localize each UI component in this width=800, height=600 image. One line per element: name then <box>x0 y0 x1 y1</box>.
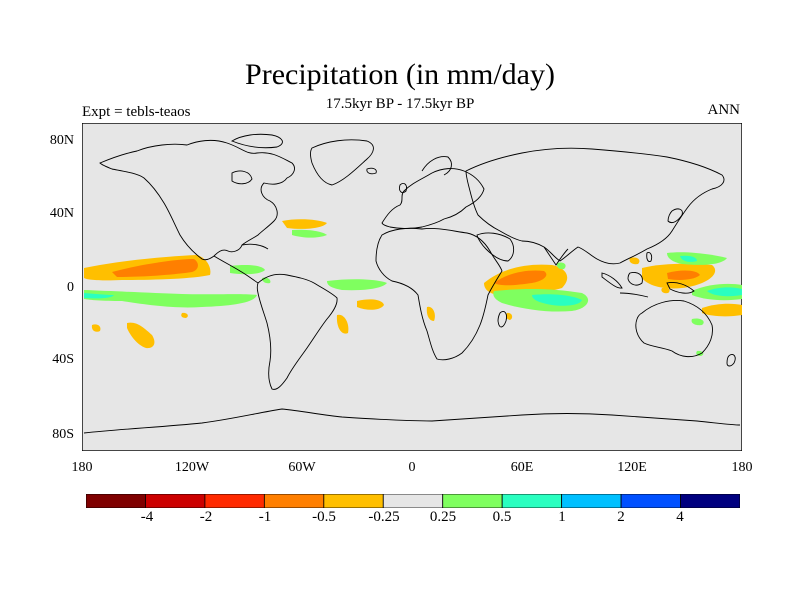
anomaly-atlantic-green-n <box>292 229 327 238</box>
experiment-label: Expt = tebls-teaos <box>82 104 191 120</box>
colorbar-swatch <box>561 494 622 508</box>
anomaly-bob-green <box>556 262 566 270</box>
coast-japan <box>667 208 683 224</box>
coast-south-america <box>256 273 338 390</box>
colorbar-swatch <box>204 494 265 508</box>
lat-tick-label: 80N <box>49 133 74 148</box>
coast-asia <box>465 147 725 265</box>
coast-arctic-islands <box>230 133 283 149</box>
colorbar-swatch <box>382 494 444 508</box>
anomaly-s-atlantic-orange-1 <box>357 299 384 310</box>
colorbar-label: -0.5 <box>312 509 336 525</box>
coast-africa <box>375 227 503 361</box>
anomaly-caribbean-green <box>230 265 265 275</box>
anomaly-s-atlantic-orange-2 <box>336 314 349 334</box>
season-label: ANN <box>707 102 741 118</box>
coast-india <box>543 246 569 266</box>
plot-subtitle: 17.5kyr BP - 17.5kyr BP <box>325 96 475 112</box>
anomaly-spcz-green <box>691 318 704 326</box>
colorbar-swatch <box>680 494 740 508</box>
map-frame <box>82 123 742 451</box>
colorbar <box>86 494 740 508</box>
anomaly-madagascar-orange <box>506 312 513 320</box>
colorbar-label: 4 <box>676 509 684 525</box>
anomaly-sp-orange-2 <box>91 324 101 332</box>
colorbar-label: -2 <box>199 509 213 525</box>
anomaly-sp-orange-1 <box>127 322 155 349</box>
anomaly-indian-red <box>494 270 547 286</box>
anomaly-wp-cyan-e <box>707 287 742 297</box>
colorbar-label: 2 <box>617 509 625 525</box>
coast-new-guinea <box>666 282 695 294</box>
coast-philippines <box>646 252 653 262</box>
colorbar-swatch <box>501 494 563 508</box>
lat-tick-label: 40S <box>52 352 74 367</box>
colorbar-label: 0.5 <box>492 509 512 525</box>
coast-java <box>619 292 649 298</box>
anomaly-wp-green-n <box>667 252 727 265</box>
coast-iceland <box>366 167 377 175</box>
coast-new-zealand <box>726 354 736 367</box>
coast-australia <box>635 300 713 358</box>
anomaly-trop-atlantic-green <box>327 279 387 291</box>
anomaly-south-pacific-cyan <box>84 293 114 299</box>
colorbar-swatch <box>86 494 146 508</box>
anomaly-south-pacific-green <box>84 290 257 308</box>
anomaly-philippine-orange <box>629 257 640 265</box>
lon-tick-label: 180 <box>71 460 93 475</box>
anomaly-wp-red <box>667 270 700 280</box>
coast-scandinavia <box>421 156 452 176</box>
anomaly-spcz-orange <box>702 303 742 317</box>
lon-tick-label: 120W <box>174 460 210 475</box>
lon-tick-label: 180 <box>731 460 753 475</box>
lat-tick-label: 40N <box>49 206 74 221</box>
colorbar-label: -4 <box>140 509 154 525</box>
colorbar-swatch <box>323 494 384 508</box>
coast-arabia <box>476 232 515 262</box>
anomaly-s-africa-orange <box>426 306 435 321</box>
coast-sumatra <box>601 272 623 289</box>
world-map <box>82 123 742 451</box>
lat-tick-label: 80S <box>52 427 74 442</box>
coast-hudson-bay <box>231 170 253 185</box>
coast-madagascar <box>497 310 507 328</box>
anomaly-png-orange <box>661 287 670 294</box>
anomaly-east-pacific-red <box>112 259 198 277</box>
anomaly-atlantic-orange <box>282 219 327 229</box>
colorbar-swatch <box>263 494 325 508</box>
coast-antarctica <box>83 408 741 434</box>
coast-cuba <box>241 243 269 250</box>
colorbar-swatch <box>620 494 681 508</box>
coastlines <box>83 133 741 434</box>
coast-central-america <box>213 255 259 284</box>
coast-borneo <box>627 272 643 286</box>
colorbar-label: 1 <box>558 509 566 525</box>
anomaly-sp-orange-3 <box>181 312 188 318</box>
lon-tick-label: 60W <box>288 460 316 475</box>
lon-tick-label: 120E <box>617 460 647 475</box>
coast-greenland <box>310 139 374 186</box>
lon-tick-label: 0 <box>408 460 416 475</box>
plot-title: Precipitation (in mm/day) <box>245 58 555 91</box>
anomaly-indian-cyan <box>532 294 582 306</box>
coast-north-america <box>99 139 295 261</box>
lon-tick-label: 60E <box>510 460 534 475</box>
colorbar-label: -0.25 <box>368 509 400 525</box>
colorbar-label: 0.25 <box>429 509 457 525</box>
anomaly-wp-cyan-n <box>680 255 697 262</box>
colorbar-swatch <box>442 494 503 508</box>
precipitation-anomaly-fields <box>84 219 742 356</box>
colorbar-label: -1 <box>258 509 272 525</box>
lat-tick-label: 0 <box>67 280 74 295</box>
colorbar-swatch <box>145 494 206 508</box>
coast-british-isles <box>399 182 407 194</box>
